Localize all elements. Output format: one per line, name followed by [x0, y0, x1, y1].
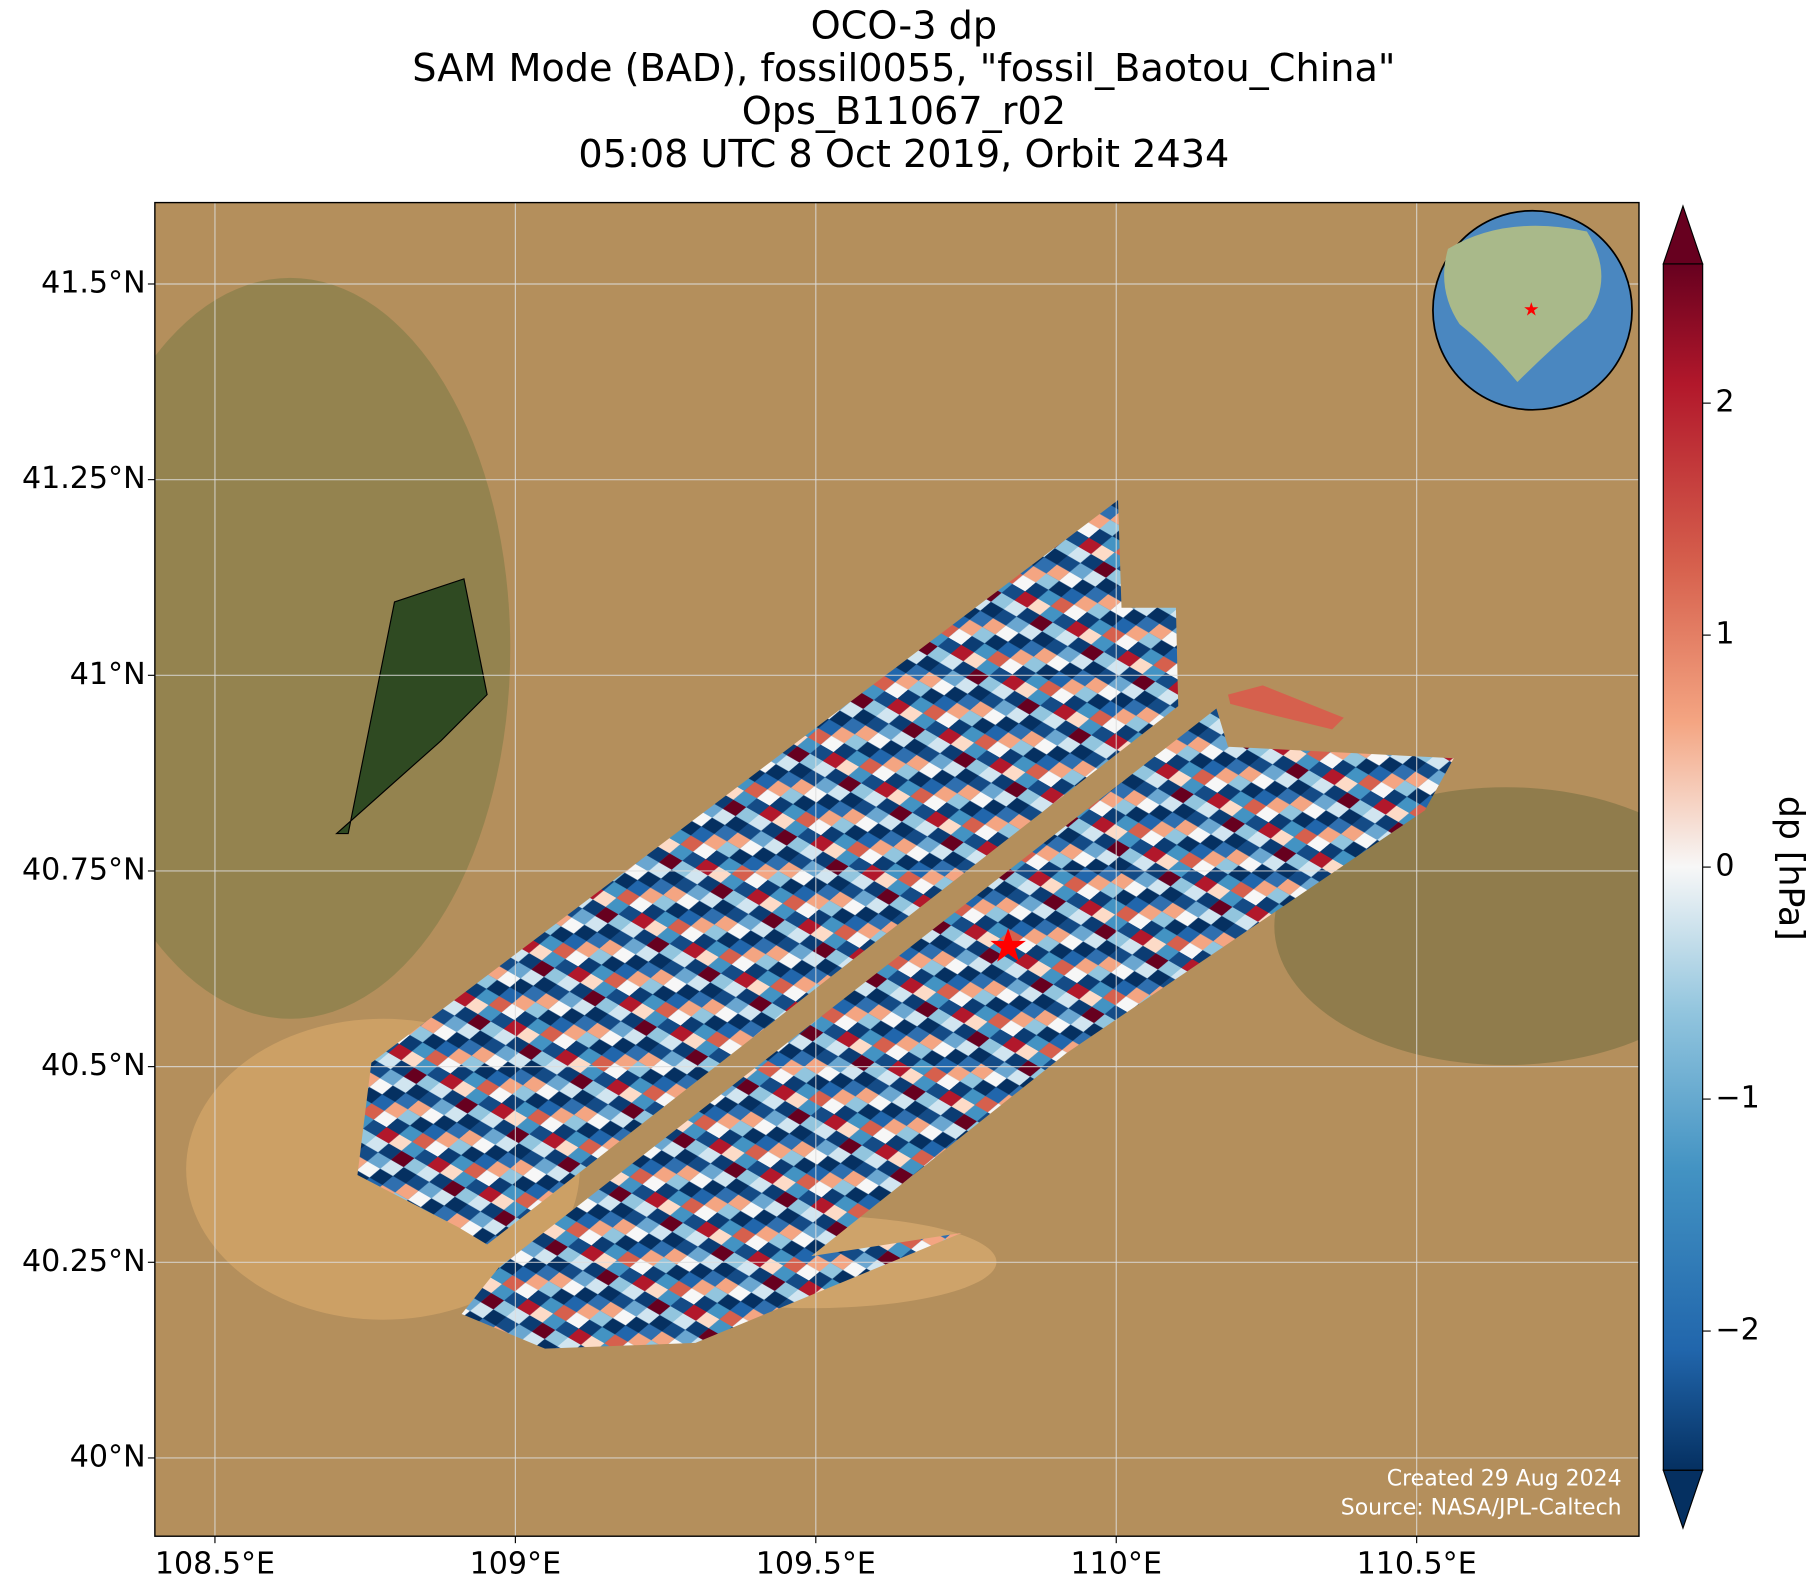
- gridlines: [154, 202, 1639, 1537]
- y-tick-label: 40.5°N: [41, 1048, 146, 1083]
- swath: [1228, 685, 1344, 730]
- inset-globe: ★: [1432, 209, 1633, 411]
- globe-star: ★: [1523, 300, 1540, 321]
- chart-title: SAM Mode (BAD), fossil0055, "fossil_Baot…: [412, 47, 1395, 91]
- chart-title: 05:08 UTC 8 Oct 2019, Orbit 2434: [578, 133, 1229, 177]
- y-tick-label: 40.75°N: [22, 852, 146, 887]
- colorbar-tick-label: −2: [1715, 1313, 1759, 1348]
- credit: Source: NASA/JPL-Caltech: [1341, 1495, 1622, 1520]
- colorbar-tick-label: −1: [1715, 1081, 1759, 1116]
- y-tick-label: 41.25°N: [22, 461, 146, 496]
- colorbar: [1663, 263, 1703, 1471]
- y-tick-label: 40.25°N: [22, 1244, 146, 1279]
- basemap: ★: [154, 202, 1639, 1537]
- colorbar-tick-label: 1: [1715, 617, 1734, 652]
- y-tick-label: 41°N: [70, 657, 146, 692]
- target-star: ★: [987, 919, 1029, 973]
- y-tick-label: 40°N: [70, 1439, 146, 1474]
- credit: Created 29 Aug 2024: [1387, 1466, 1622, 1491]
- colorbar-label: dp [hPa]: [1770, 796, 1810, 941]
- swath: [461, 708, 1454, 1349]
- x-tick-label: 108.5°E: [155, 1547, 275, 1582]
- chart-title: OCO-3 dp: [811, 4, 998, 48]
- x-tick-label: 110.5°E: [1357, 1547, 1477, 1582]
- colorbar-extend: [1662, 204, 1704, 265]
- x-tick-label: 109.5°E: [756, 1547, 876, 1582]
- x-tick-label: 110°E: [1071, 1547, 1162, 1582]
- x-tick-label: 109°E: [470, 1547, 561, 1582]
- plot-frame: [154, 201, 1640, 1537]
- colorbar-tick-label: 0: [1715, 849, 1734, 884]
- colorbar-tick-label: 2: [1715, 385, 1734, 420]
- y-tick-label: 41.5°N: [41, 265, 146, 300]
- colorbar-extend: [1662, 1469, 1704, 1530]
- chart-title: Ops_B11067_r02: [742, 90, 1066, 134]
- swath: [357, 500, 1179, 1245]
